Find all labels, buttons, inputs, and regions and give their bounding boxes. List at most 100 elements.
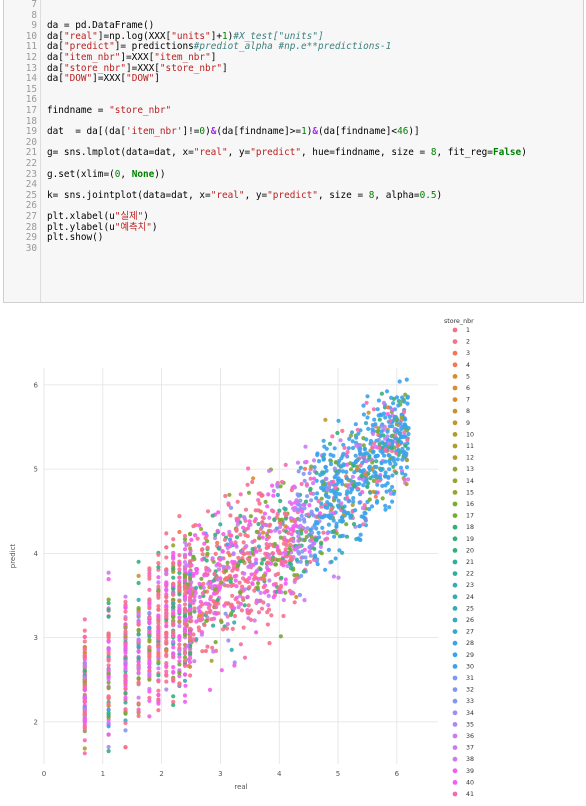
code-line[interactable]: 22 [4, 158, 583, 169]
scatter-point [268, 529, 274, 534]
scatter-point [182, 663, 188, 668]
scatter-point [177, 553, 182, 558]
code-token: plt.xlabel(u [47, 211, 115, 222]
code-token: (da[findname]< [318, 126, 398, 138]
scatter-point [273, 562, 278, 567]
code-line[interactable]: 20 [4, 137, 583, 148]
scatter-point [383, 507, 388, 512]
code-token: "item_nbr" [154, 52, 211, 63]
scatter-point [106, 701, 111, 707]
legend-marker [452, 652, 458, 658]
scatter-point [204, 610, 209, 615]
code-line[interactable]: 23 g.set(xlim=(0, None)) [4, 169, 583, 180]
scatter-point [278, 484, 283, 489]
scatter-point [367, 465, 372, 470]
scatter-point [211, 599, 216, 604]
scatter-point [123, 599, 128, 604]
code-line[interactable]: 15 [4, 84, 583, 95]
code-line[interactable]: 11 da["predict"]= predictions#prediot_alp… [4, 41, 583, 52]
scatter-point [390, 439, 395, 444]
code-cell[interactable]: 7 8 9 da = pd.DataFrame() 10 da["real"]=np.lo… [3, 0, 584, 303]
scatter-point [312, 476, 317, 481]
scatter-point [156, 604, 161, 609]
code-line[interactable]: 16 [4, 94, 583, 105]
code-line[interactable]: 19 dat = da[(da['item_nbr']!=0)&(da[findn… [4, 126, 583, 138]
scatter-point [369, 504, 375, 509]
scatter-point [271, 582, 276, 587]
scatter-point [182, 622, 188, 627]
scatter-point [156, 565, 161, 570]
code-line[interactable]: 29 plt.show() [4, 232, 583, 243]
scatter-point [383, 436, 388, 441]
scatter-point [123, 690, 128, 695]
code-line[interactable]: 25 k= sns.jointplot(data=dat, x="real", y… [4, 190, 583, 201]
code-line[interactable]: 8 [4, 10, 583, 21]
code-line[interactable]: 27 plt.xlabel(u"실제") [4, 211, 583, 222]
scatter-point [171, 604, 176, 610]
code-text: g.set(xlim=(0, None)) [47, 169, 166, 180]
y-tick-label: 5 [34, 466, 38, 474]
scatter-point [370, 423, 375, 428]
scatter-point [256, 521, 261, 527]
scatter-point [171, 569, 176, 574]
scatter-point [188, 532, 193, 537]
scatter-point [237, 580, 242, 585]
scatter-point [188, 614, 193, 619]
scatter-point [82, 661, 87, 666]
scatter-point [267, 641, 272, 646]
scatter-point [261, 600, 266, 605]
scatter-point [196, 606, 201, 611]
code-line[interactable]: 18 [4, 116, 583, 127]
code-line[interactable]: 12 da["item_nbr"]=XXX["item_nbr"] [4, 52, 583, 63]
scatter-point [340, 550, 345, 555]
scatter-point [237, 590, 242, 595]
code-line[interactable]: 28 plt.ylabel(u"예측치") [4, 222, 583, 233]
code-line[interactable]: 14 da["DOW"]=XXX["DOW"] [4, 73, 583, 84]
scatter-point [383, 503, 388, 508]
code-token: None [131, 168, 155, 180]
scatter-point [123, 745, 128, 750]
scatter-point [123, 650, 128, 655]
scatter-point [379, 429, 384, 434]
scatter-point [296, 530, 301, 535]
scatter-point [368, 490, 373, 495]
scatter-point [386, 453, 391, 458]
scatter-point [199, 526, 204, 532]
scatter-point [315, 491, 320, 496]
code-line[interactable]: 21 g= sns.lmplot(data=dat, x="real", y="p… [4, 147, 583, 158]
scatter-point [403, 434, 408, 439]
scatter-point [191, 571, 196, 576]
scatter-point [373, 494, 378, 499]
code-line[interactable]: 26 [4, 200, 583, 211]
scatter-point [260, 535, 265, 540]
scatter-point [258, 590, 263, 595]
legend-marker [452, 420, 458, 426]
code-line[interactable]: 7 [4, 0, 583, 10]
scatter-point [389, 446, 394, 451]
code-line[interactable]: 17 findname = "store_nbr" [4, 105, 583, 116]
code-line[interactable]: 10 da["real"]=np.log(XXX["units"]+1)#X_te… [4, 31, 583, 42]
legend-entry: 37 [466, 745, 474, 752]
code-line[interactable]: 24 [4, 179, 583, 190]
scatter-point [235, 499, 240, 504]
line-number: 30 [25, 242, 37, 254]
legend-marker [452, 687, 458, 692]
scatter-point [177, 584, 182, 590]
scatter-point [215, 528, 220, 533]
scatter-point [247, 576, 252, 581]
scatter-point [271, 509, 276, 514]
code-line[interactable]: 30 [4, 242, 583, 254]
code-line[interactable]: 9 da = pd.DataFrame() [4, 20, 583, 31]
code-line[interactable]: 13 da["store_nbr"]=XXX["store_nbr"] [4, 63, 583, 74]
scatter-point [308, 491, 313, 496]
scatter-point [298, 465, 303, 470]
scatter-point [164, 555, 169, 560]
scatter-point [192, 659, 197, 664]
legend-marker [452, 374, 458, 379]
scatter-point [341, 451, 346, 456]
scatter-point [207, 610, 212, 615]
scatter-point [403, 472, 408, 477]
scatter-point [362, 446, 367, 451]
scatter-point [199, 630, 205, 635]
scatter-point [304, 559, 309, 564]
